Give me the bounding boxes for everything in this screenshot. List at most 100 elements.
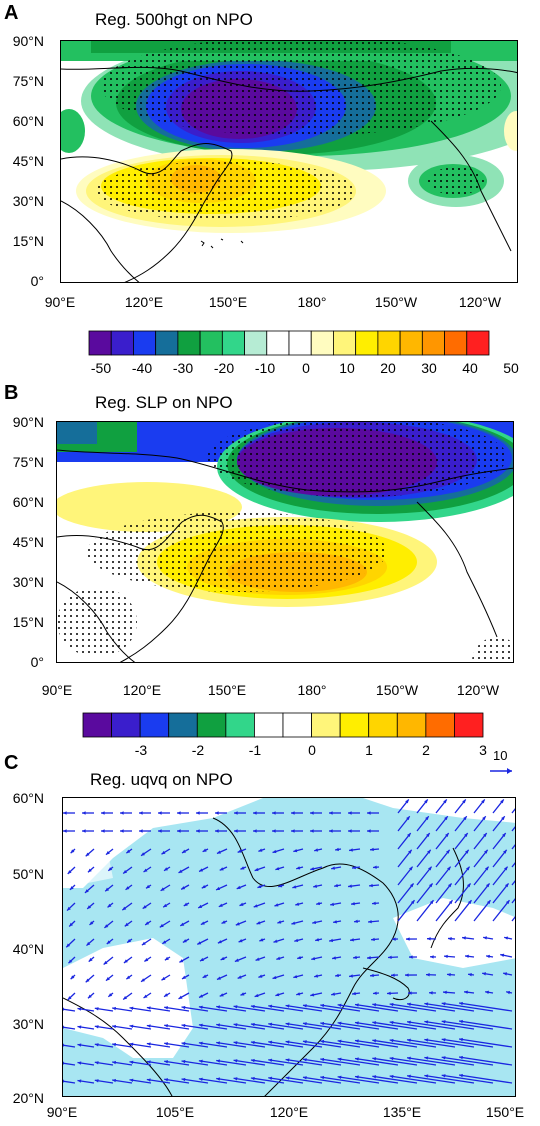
wind-vector — [416, 899, 435, 922]
wind-vector-head — [164, 867, 169, 871]
wind-vector-head — [354, 1075, 359, 1079]
xtick: 120°E — [122, 682, 162, 698]
wind-vector-head — [446, 866, 451, 871]
wind-vector — [492, 866, 509, 886]
wind-vector — [129, 1043, 152, 1048]
wind-vector — [511, 844, 515, 850]
wind-vector-head — [333, 920, 337, 924]
wind-vector-head — [63, 1007, 64, 1011]
wind-vector — [216, 1005, 247, 1012]
wind-vector — [302, 1040, 342, 1048]
xtick: 150°W — [374, 294, 418, 310]
wind-vector — [354, 1003, 399, 1012]
wind-vector-head — [268, 1040, 273, 1044]
wind-vector — [146, 1078, 171, 1084]
wind-vector-head — [446, 849, 450, 854]
colorbar-swatch — [310, 330, 334, 356]
map-a — [60, 40, 518, 283]
wind-vector-head — [164, 1078, 169, 1082]
colorbar-label: 0 — [308, 742, 316, 758]
wind-vector-head — [253, 811, 257, 815]
wind-vector-head — [424, 799, 428, 804]
wind-vector-head — [337, 1075, 342, 1079]
ytick: 75°N — [12, 454, 44, 470]
wind-vector-head — [310, 993, 315, 997]
wind-vector — [354, 1039, 399, 1048]
wind-vector-head — [426, 973, 430, 977]
wind-vector-head — [216, 1005, 221, 1009]
colorbar-a — [88, 330, 490, 356]
wind-vector-head — [120, 811, 124, 815]
wind-vector — [372, 1057, 418, 1066]
wind-vector-head — [216, 1059, 221, 1063]
wind-vector — [372, 1021, 418, 1030]
colorbar-swatch — [88, 330, 112, 356]
wind-vector-head — [391, 973, 395, 977]
wind-vector-head — [335, 847, 339, 852]
wind-vector — [146, 1060, 171, 1066]
wind-vector — [372, 1075, 418, 1084]
wind-vector — [511, 880, 515, 886]
wind-vector-head — [217, 940, 222, 944]
wind-vector — [129, 1025, 152, 1030]
wind-vector-head — [320, 1021, 325, 1026]
wind-vector-head — [240, 866, 245, 870]
wind-vector — [302, 1058, 342, 1066]
wind-vector-head — [237, 849, 242, 853]
wind-vector-head — [101, 829, 105, 833]
wind-vector-head — [94, 1043, 99, 1047]
wind-vector-head — [198, 1005, 203, 1009]
wind-vector — [146, 1042, 171, 1048]
wind-vector-head — [77, 1061, 82, 1065]
wind-vector — [424, 1038, 475, 1048]
wind-vector-head — [354, 1003, 359, 1007]
colorbar-label: -2 — [191, 742, 205, 758]
wind-vector-head — [77, 1025, 82, 1029]
ytick: 30°N — [12, 574, 44, 590]
wind-vector-head — [63, 811, 67, 815]
wind-vector-head — [425, 816, 429, 821]
wind-vector-head — [348, 884, 352, 888]
wind-vector — [441, 1074, 494, 1084]
wind-vector-head — [164, 1024, 169, 1028]
wind-vector-head — [293, 848, 298, 853]
wind-vector-head — [504, 883, 509, 888]
wind-vector-head — [462, 936, 466, 940]
wind-vector-head — [387, 991, 391, 996]
wind-vector-head — [483, 936, 487, 940]
wind-vector-head — [285, 1022, 290, 1026]
wind-vector-head — [482, 972, 486, 976]
wind-vector-head — [84, 889, 89, 893]
wind-vector — [285, 1040, 323, 1048]
wind-vector-head — [219, 867, 224, 871]
wind-vector-head — [314, 848, 319, 852]
wind-vector-head — [233, 1005, 238, 1009]
wind-vector — [458, 1002, 513, 1012]
wind-vector-head — [310, 829, 314, 833]
wind-vector-head — [129, 1024, 134, 1028]
wind-vector-head — [332, 956, 336, 960]
wind-vector-head — [427, 849, 431, 854]
wind-vector — [285, 1076, 323, 1084]
wind-vector — [492, 883, 510, 904]
wind-vector-head — [177, 811, 181, 815]
wind-vector-head — [268, 1058, 273, 1062]
colorbar-label: 2 — [422, 742, 430, 758]
wind-vector-head — [259, 938, 264, 942]
wind-vector-head — [354, 919, 358, 924]
wind-vector-head — [424, 1038, 429, 1042]
wind-vector — [320, 1022, 361, 1030]
colorbar-label: 40 — [462, 360, 478, 376]
wind-vector — [454, 899, 473, 922]
wind-vector-head — [389, 1020, 394, 1025]
wind-vector-head — [196, 829, 200, 833]
wind-vector-head — [181, 1041, 186, 1046]
wind-vector-head — [69, 922, 73, 927]
wind-vector-head — [302, 1004, 307, 1008]
wind-vector-head — [320, 1057, 325, 1062]
colorbar-swatch — [155, 330, 179, 356]
wind-vector-head — [88, 957, 93, 962]
wind-vector — [424, 1002, 475, 1012]
ytick: 90°N — [12, 414, 44, 430]
colorbar-swatch — [288, 330, 312, 356]
